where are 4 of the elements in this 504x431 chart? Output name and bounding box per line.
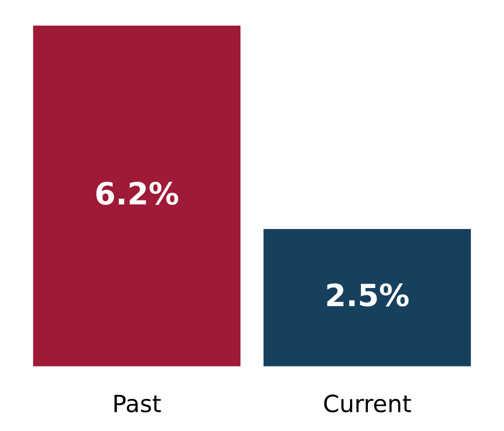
data-label: 6.2% xyxy=(96,182,178,205)
data-label: 2.5% xyxy=(327,283,409,307)
x-tick-label: Past xyxy=(114,394,161,412)
x-tick-label: Current xyxy=(324,394,411,412)
